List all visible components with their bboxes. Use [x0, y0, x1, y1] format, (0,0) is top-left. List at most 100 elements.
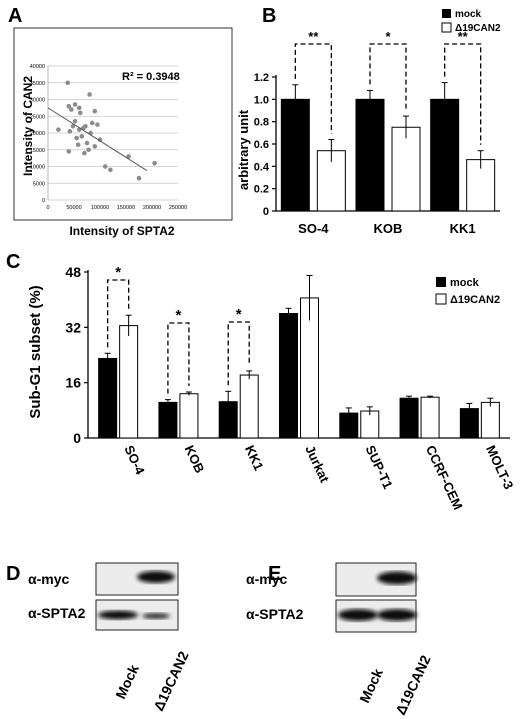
c-y-tick-label: 16 [65, 375, 81, 391]
panel-c-legend: mock Δ19CAN2 [435, 277, 500, 306]
panel-a-x-tick-label: 150000 [117, 205, 135, 211]
legend-mock-swatch [436, 277, 446, 287]
panel-a-y-tick-label: 30000 [30, 98, 45, 104]
blot-e-row-label-myc: α-myc [246, 571, 288, 587]
c-category-label: CCRF-CEM [423, 443, 466, 512]
blot-d-spta2-band-d19 [142, 613, 170, 619]
blot-e-spta2-band-mock [338, 609, 378, 621]
c-y-tick-label: 0 [73, 430, 81, 446]
b-significance-bracket [444, 43, 482, 145]
panel-a-y-tick-label: 0 [42, 198, 45, 204]
b-category-label: KK1 [450, 221, 476, 236]
scatter-point [74, 135, 79, 141]
scatter-point [108, 167, 113, 173]
scatter-point [87, 92, 92, 97]
legend-d19can2-swatch [441, 22, 452, 33]
scatter-point [79, 134, 85, 139]
b-y-tick-label: 1.2 [254, 72, 269, 84]
panel-a-scatter: 0 5000 10000 15000 20000 25000 30000 35000 40000… [13, 27, 233, 238]
panel-a-x-tick-label: 100000 [91, 205, 109, 211]
scatter-point [95, 122, 100, 127]
scatter-point [92, 144, 98, 149]
panel-a-y-tick-label: 25000 [30, 114, 45, 120]
legend-mock-label: mock [450, 277, 480, 289]
panel-d-western-blot: α-myc α-SPTA2 Mock Δ19CAN2 [28, 562, 192, 714]
scatter-point [75, 142, 81, 148]
blot-d-row-label-myc: α-myc [28, 571, 70, 587]
c-significance-stars: * [236, 306, 242, 323]
panel-a-frame [13, 27, 233, 221]
panel-c-letter: C [6, 251, 20, 273]
b-significance-stars: ** [458, 29, 469, 44]
scatter-point [152, 160, 157, 166]
panel-e-letter: E [268, 563, 281, 585]
b-y-tick-label: 0.8 [254, 117, 269, 129]
scatter-point [72, 102, 78, 107]
c-bar-d19can2 [480, 401, 500, 439]
b-bar-mock [355, 98, 385, 212]
b-significance-stars: * [385, 29, 391, 44]
scatter-point [83, 124, 88, 129]
legend-mock-label: mock [455, 9, 482, 20]
b-y-tick-label: 1.0 [254, 94, 269, 106]
scatter-point [84, 140, 90, 146]
blot-d-myc-band [137, 571, 175, 583]
b-category-label: KOB [374, 221, 403, 236]
panel-b-bar-chart: arbitrary unit 00.20.40.60.81.01.2 ** * **… [236, 9, 501, 236]
b-bar-d19can2 [391, 126, 421, 212]
scatter-point [66, 103, 72, 109]
c-category-label: SO-4 [121, 443, 148, 478]
c-bar-d19can2 [420, 396, 440, 439]
c-category-label: Jurkat [302, 443, 332, 485]
blot-e-spta2-band-d19 [377, 609, 417, 621]
scatter-point [126, 154, 131, 159]
scatter-point [136, 175, 142, 181]
scatter-point [72, 118, 78, 124]
panel-c-y-axis-label: Sub-G1 subset (%) [27, 285, 44, 418]
panel-a-y-tick-label: 40000 [30, 64, 45, 70]
c-bar-mock [158, 401, 178, 439]
b-y-tick-label: 0.6 [254, 139, 269, 151]
legend-d19can2-label: Δ19CAN2 [455, 23, 501, 34]
c-bar-d19can2 [119, 325, 139, 439]
scatter-point [97, 137, 103, 142]
panel-a-x-tick-label: 50000 [66, 205, 81, 211]
c-significance-bracket [167, 322, 190, 394]
panel-a-y-tick-label: 20000 [30, 131, 45, 137]
trendline [47, 107, 148, 171]
c-category-label: KOB [182, 443, 208, 476]
panel-a-x-tick-label: 250000 [169, 205, 187, 211]
blot-d-lane-d19can2: Δ19CAN2 [150, 649, 192, 714]
c-significance-bracket [227, 321, 250, 386]
panel-a-y-tick-label: 15000 [30, 148, 45, 154]
legend-mock-swatch [442, 9, 451, 18]
panel-a-x-tick-label: 0 [46, 205, 49, 211]
panel-b-y-axis-label: arbitrary unit [236, 109, 251, 190]
blot-d-row-label-spta2: α-SPTA2 [28, 605, 86, 621]
c-bar-d19can2 [239, 374, 259, 439]
b-y-tick-label: 0.4 [254, 161, 270, 173]
c-significance-bracket [106, 279, 130, 348]
c-category-label: SUP-T1 [363, 443, 396, 491]
scatter-point [77, 110, 83, 116]
c-y-tick-label: 48 [65, 264, 81, 280]
panel-a-y-axis-label: Intensity of CAN2 [21, 76, 35, 176]
blot-e-row-label-spta2: α-SPTA2 [246, 606, 304, 622]
panel-a-x-tick-label: 200000 [143, 205, 161, 211]
blot-d-spta2-band-mock [98, 610, 138, 620]
b-significance-bracket [294, 43, 332, 134]
b-significance-bracket [369, 43, 407, 111]
c-significance-stars: * [115, 264, 121, 281]
legend-d19can2-label: Δ19CAN2 [450, 294, 500, 306]
c-bar-mock [279, 313, 298, 439]
scatter-point [69, 107, 74, 112]
scatter-point [65, 80, 71, 86]
scatter-point [102, 164, 108, 169]
c-y-tick-label: 32 [65, 319, 81, 335]
panel-a-x-axis-label: Intensity of SPTA2 [69, 224, 174, 238]
b-y-tick-label: 0 [263, 206, 269, 218]
c-bar-d19can2 [179, 393, 199, 439]
c-significance-stars: * [176, 307, 182, 324]
panel-e-western-blot: α-myc α-SPTA2 Mock Δ19CAN2 [246, 562, 434, 717]
